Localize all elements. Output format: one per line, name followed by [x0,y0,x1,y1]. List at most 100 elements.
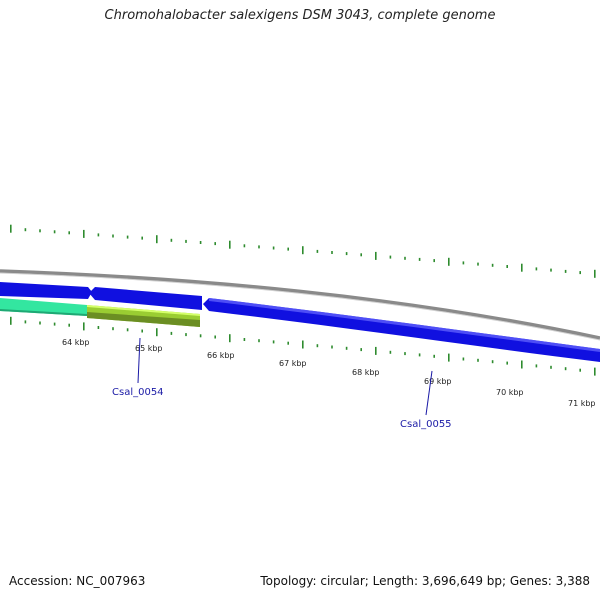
inner-tick [199,334,202,338]
outer-tick [68,231,70,235]
outer-tick [535,267,538,271]
outer-tick [141,236,143,240]
outer-tick [97,233,100,237]
gene-block-3-highlight [209,298,600,352]
inner-tick [97,326,100,329]
outer-tick [112,234,114,238]
outer-tick [316,249,319,253]
inner-tick [462,357,465,361]
inner-tick [448,353,450,362]
inner-tick [243,338,246,341]
inner-tick [550,365,552,369]
outer-tick [185,239,187,243]
genome-title: Chromohalobacter salexigens DSM 3043, co… [104,8,496,23]
outer-tick [39,229,41,233]
outer-tick [433,259,435,263]
leader-line-csal-0054 [137,337,141,384]
inner-tick [185,333,187,337]
genome-backbone [0,269,600,340]
inner-tick [156,328,158,337]
outer-tick [594,269,596,278]
outer-tick [477,262,479,266]
accession-text: Accession: NC_007963 [9,574,146,588]
outer-tick [550,268,552,272]
inner-tick [272,340,275,344]
kbp-label-71: 71 kbp [568,399,596,408]
gene-label-csal-0054[interactable]: Csal_0054 [112,387,164,398]
outer-tick [389,255,392,259]
inner-tick [389,350,392,354]
forward-strand-genes [0,282,600,362]
inner-tick [594,367,596,376]
outer-tick [126,235,129,239]
outer-tick [331,251,333,254]
outer-tick [199,241,202,244]
inner-tick [375,346,377,355]
kbp-label-64: 64 kbp [62,338,90,347]
outer-tick [10,224,12,233]
gene-block-1[interactable] [0,282,92,299]
inner-tick [345,346,348,350]
inner-tick [10,316,12,325]
kbp-label-68: 68 kbp [352,368,380,377]
inner-tick [83,322,85,331]
outer-tick [156,235,158,244]
outer-tick [243,244,246,248]
inner-tick [229,334,231,343]
inner-tick [39,321,41,325]
inner-tick [360,348,362,352]
gene-annotations: Csal_0054 Csal_0055 [112,337,452,430]
leader-line-csal-0055 [425,370,433,416]
inner-tick [491,360,494,364]
inner-tick [521,360,523,369]
outer-tick [579,271,581,275]
inner-tick [68,323,70,327]
outer-tick [418,257,421,261]
cds-segment-olive-shadow [87,312,200,327]
outer-tick [462,261,465,265]
kbp-scale: 64 kbp 65 kbp 66 kbp 67 kbp 68 kbp 69 kb… [62,338,596,408]
outer-tick [564,269,567,273]
cds-segment-teal-edge [0,309,87,316]
kbp-label-65: 65 kbp [135,344,163,353]
inner-tick [141,329,143,333]
inner-tick [112,327,114,331]
outer-tick [53,230,56,234]
inner-tick [404,352,406,356]
inner-tick [53,322,56,326]
inner-tick [126,328,129,332]
inner-tick [331,345,333,349]
outer-tick [287,247,289,251]
inner-tick [258,339,260,343]
gene-block-2[interactable] [89,287,202,310]
inner-tick [535,364,538,368]
kbp-label-66: 66 kbp [207,351,235,360]
inner-tick [506,361,508,365]
cds-segment-olive-highlight [87,305,200,316]
outer-tick [272,246,275,250]
outer-tick [404,256,406,260]
gene-label-csal-0055[interactable]: Csal_0055 [400,419,452,430]
outer-tick [521,263,523,272]
outer-tick [506,265,508,268]
inner-tick [214,335,216,339]
outer-tick [258,245,260,249]
inner-tick [579,368,581,372]
inner-tick [418,353,421,357]
kbp-label-69: 69 kbp [424,377,452,386]
inner-tick [170,331,173,335]
gene-block-3-csal-0055[interactable] [203,298,600,362]
inner-tick [477,358,479,362]
inner-tick [302,340,304,349]
outer-tick [302,246,304,255]
inner-tick [316,344,319,348]
kbp-label-70: 70 kbp [496,388,524,397]
inner-tick [287,341,289,345]
inner-tick [24,320,27,324]
outer-tick-row [10,224,596,278]
outer-tick [83,229,85,238]
outer-tick [214,242,216,246]
outer-tick [360,253,362,257]
